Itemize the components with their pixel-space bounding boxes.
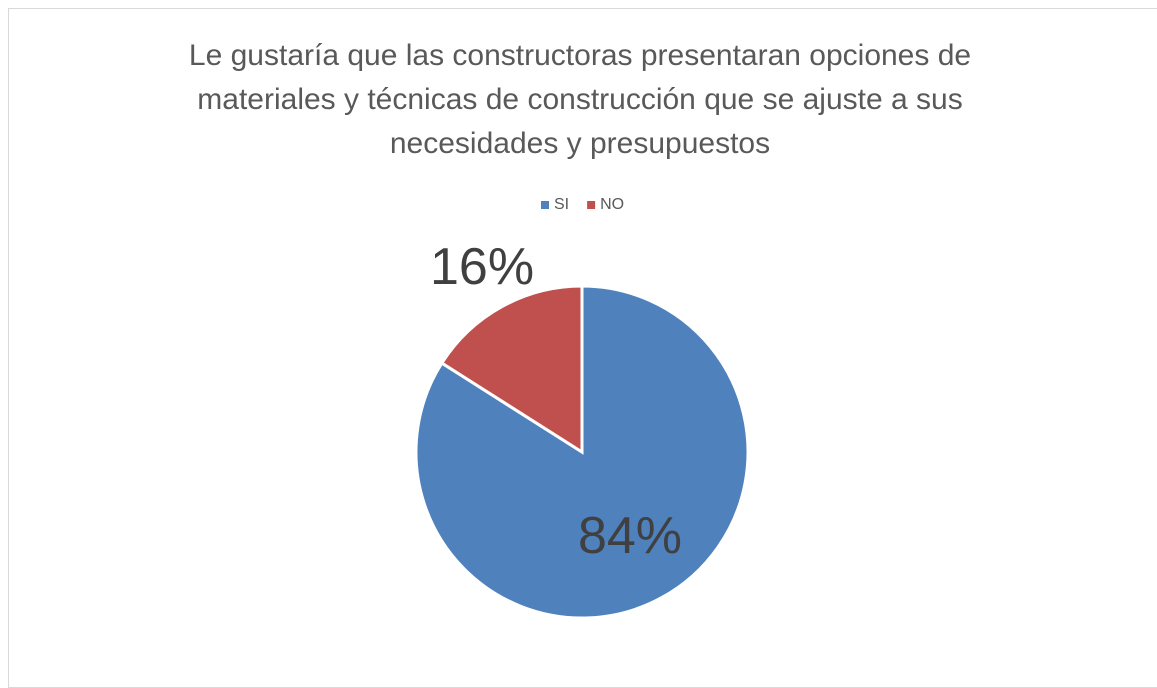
data-label: 84%	[578, 507, 682, 565]
data-label: 16%	[430, 238, 534, 296]
page: Le gustaría que las constructoras presen…	[8, 8, 1157, 688]
legend-swatch	[587, 201, 596, 209]
chart-title: Le gustaría que las constructoras presen…	[188, 39, 972, 160]
legend-label: SI	[554, 196, 569, 213]
legend-swatch	[541, 201, 549, 209]
chart: 84% 16% SI NO	[414, 196, 750, 620]
legend-label: NO	[600, 196, 624, 213]
pie-slice	[439, 284, 584, 455]
